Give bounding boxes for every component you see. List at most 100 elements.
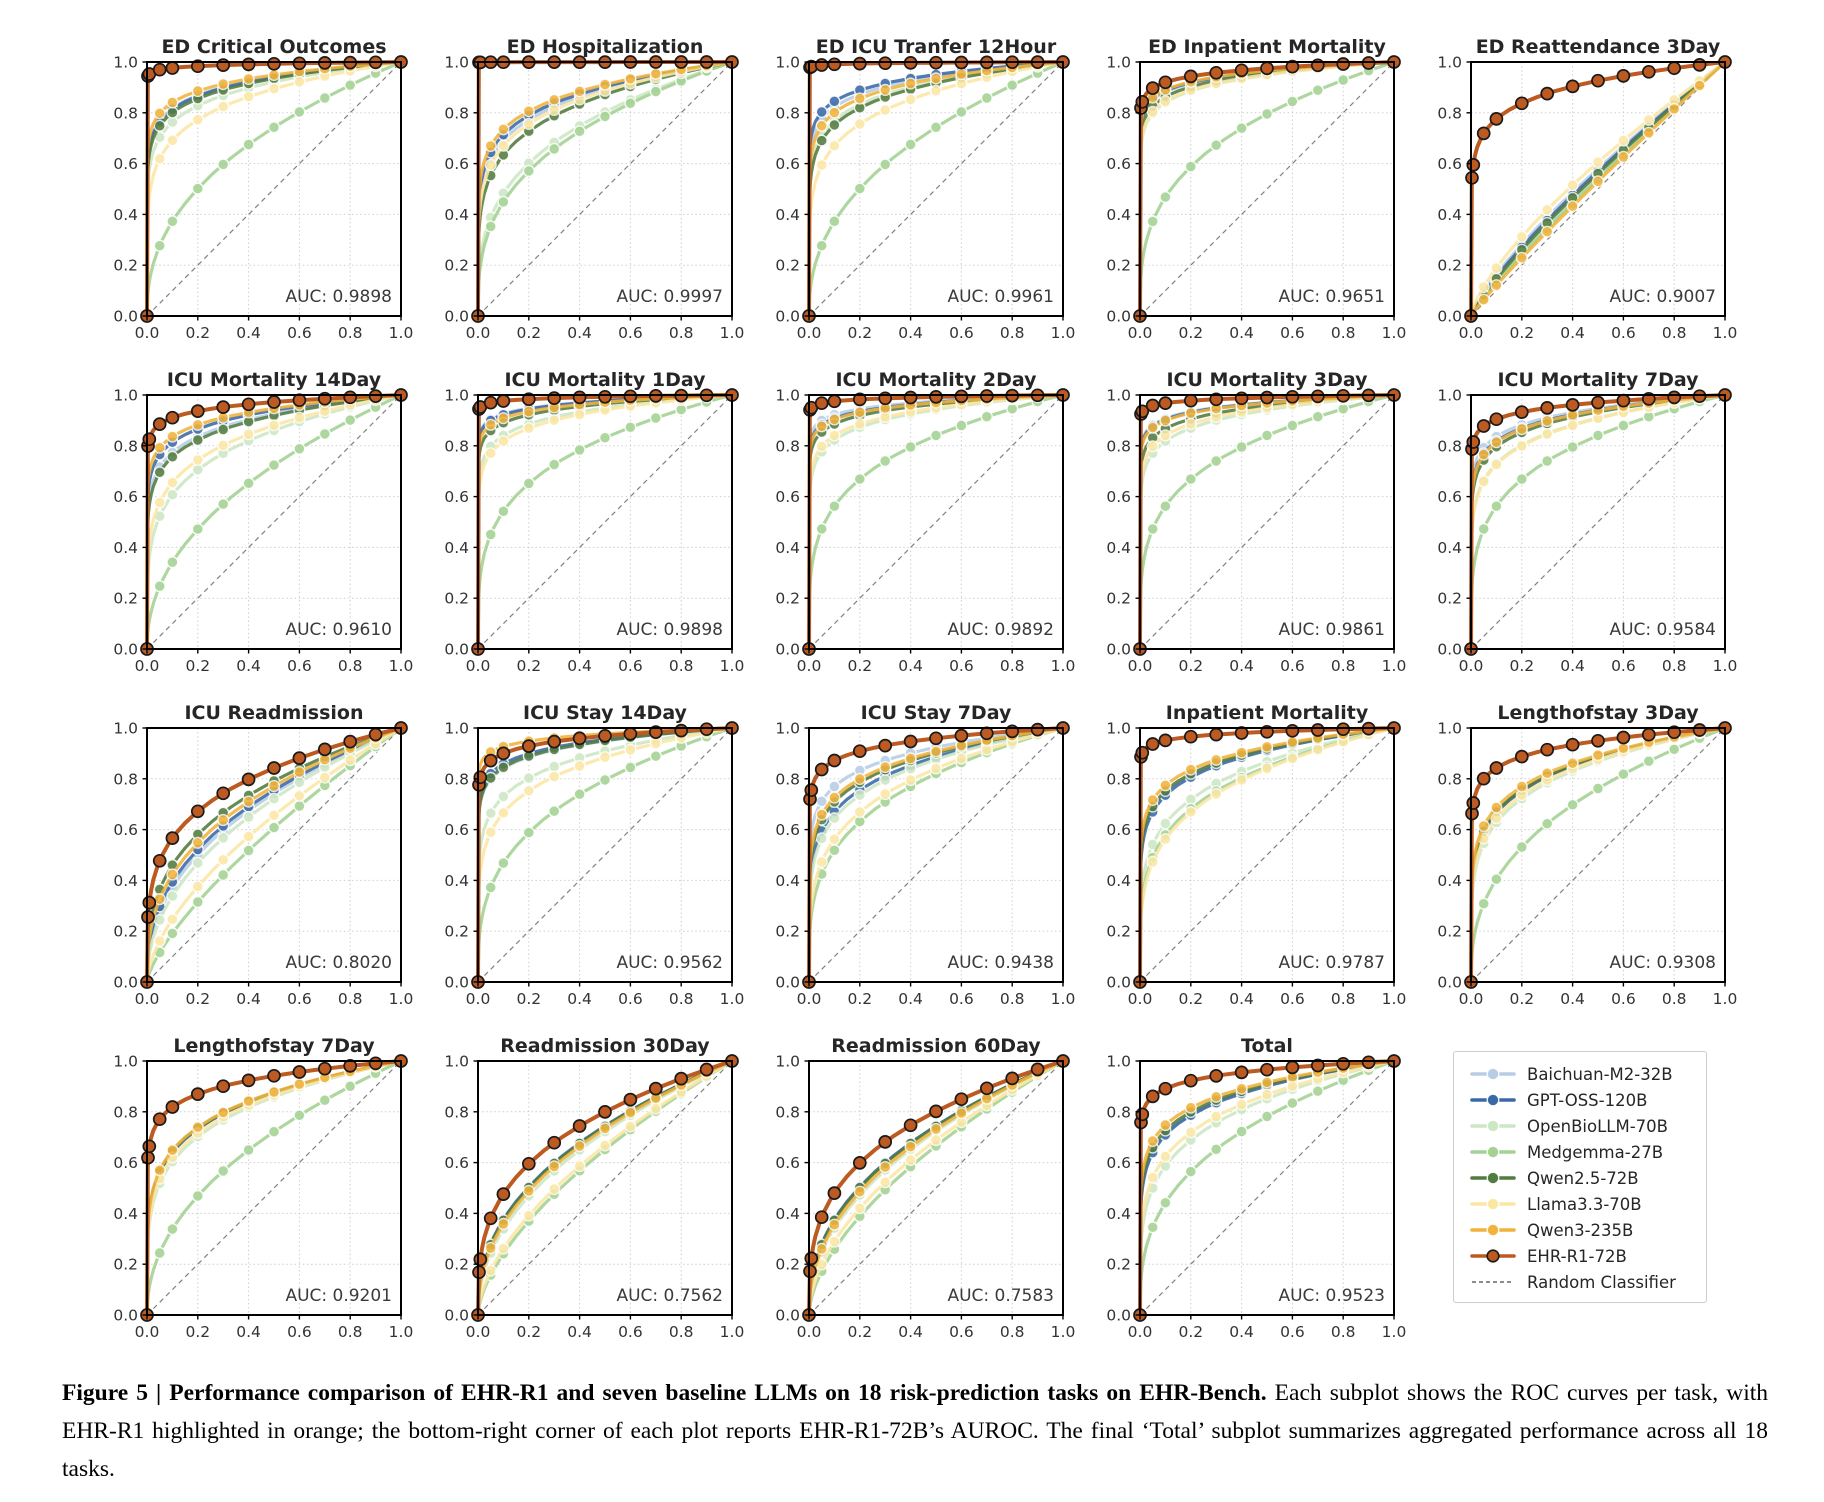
roc-marker	[166, 1223, 179, 1236]
roc-marker	[1616, 730, 1631, 745]
roc-marker	[1490, 436, 1503, 449]
auc-label: AUC: 0.7562	[616, 1286, 723, 1306]
roc-marker	[814, 762, 829, 777]
roc-marker	[598, 110, 612, 123]
roc-marker	[827, 753, 842, 768]
roc-marker	[852, 56, 867, 71]
roc-curve-llama3-3-70b	[140, 721, 408, 989]
x-tick-label: 0.8	[1331, 324, 1356, 342]
random-classifier-line	[146, 1060, 402, 1316]
roc-marker	[522, 105, 535, 118]
x-tick-label: 0.6	[618, 990, 643, 1008]
subplot-total: 0.0 0.0 0.2 0.2 0.4 0.4 0.6 0.6 0.8 0.8 1.0 1.0 Tota…	[1078, 1035, 1409, 1368]
axes-box	[808, 727, 1064, 983]
roc-marker	[1235, 1098, 1248, 1111]
y-tick-label: 0.0	[113, 1307, 138, 1325]
roc-marker	[165, 410, 180, 425]
roc-marker	[241, 57, 256, 72]
subplot-ed-critical-outcomes: 0.0 0.0 0.2 0.2 0.4 0.4 0.6 0.6 0.8 0.8 1.0 1.0 ED C…	[85, 36, 416, 369]
roc-line	[145, 393, 403, 651]
roc-marker	[191, 433, 204, 447]
roc-marker	[153, 496, 166, 509]
roc-marker	[1541, 767, 1554, 780]
x-tick-label: 0.2	[1178, 324, 1203, 342]
roc-marker	[624, 97, 637, 110]
roc-marker	[815, 832, 828, 845]
roc-marker	[191, 418, 204, 431]
roc-marker	[1146, 793, 1159, 807]
roc-line	[1469, 60, 1727, 318]
roc-marker	[827, 57, 842, 72]
y-tick-label: 0.8	[1437, 770, 1462, 788]
x-tick-label: 0.0	[797, 990, 822, 1008]
roc-marker	[1591, 429, 1605, 442]
roc-chart: 0.00.0 0.2 0.2 0.4 0.4 0.6 0.6 0.8 0.8 1.0 1.0 Inpa…	[1106, 702, 1407, 1008]
y-tick-label: 0.8	[775, 437, 800, 455]
roc-line	[1138, 726, 1396, 984]
roc-marker	[1591, 395, 1605, 410]
roc-marker	[1260, 61, 1274, 76]
roc-marker	[142, 895, 157, 910]
roc-marker	[1260, 1076, 1274, 1089]
roc-marker	[1145, 737, 1160, 751]
roc-marker	[1184, 417, 1197, 431]
roc-marker	[1540, 401, 1555, 415]
auc-label: AUC: 0.9438	[947, 953, 1054, 973]
x-tick-label: 0.6	[287, 324, 312, 342]
x-tick-label: 0.4	[236, 1323, 261, 1341]
roc-line	[1469, 60, 1727, 318]
roc-line	[1138, 60, 1396, 318]
roc-marker	[828, 780, 841, 793]
roc-marker	[1260, 429, 1274, 442]
figure-caption: Figure 5 | Performance comparison of EHR…	[62, 1374, 1768, 1488]
legend-marker	[1486, 1223, 1500, 1237]
legend-item-ehr-r1-72b: EHR-R1-72B	[1470, 1243, 1700, 1269]
roc-marker	[293, 411, 306, 424]
roc-marker	[903, 1118, 918, 1133]
roc-marker	[879, 83, 892, 97]
roc-marker	[904, 138, 917, 151]
axes-box	[1470, 61, 1726, 317]
axes-box	[146, 1060, 402, 1316]
roc-marker	[827, 394, 842, 409]
x-tick-label: 1.0	[1382, 990, 1407, 1008]
roc-line	[1469, 60, 1727, 318]
legend-swatch-qwen3-235b	[1470, 1223, 1516, 1237]
x-tick-label: 0.8	[1662, 657, 1687, 675]
roc-line	[476, 726, 734, 984]
roc-marker	[1260, 740, 1274, 753]
y-tick-label: 0.4	[775, 206, 800, 224]
roc-marker	[828, 812, 841, 825]
x-tick-label: 0.4	[567, 657, 592, 675]
roc-line	[476, 393, 734, 651]
legend-marker	[1486, 1171, 1500, 1185]
roc-marker	[242, 1143, 255, 1157]
y-tick-label: 0.8	[775, 1103, 800, 1121]
roc-marker	[1515, 780, 1528, 793]
roc-marker	[699, 722, 714, 737]
x-tick-label: 0.6	[1280, 1323, 1305, 1341]
roc-marker	[267, 809, 281, 822]
roc-marker	[292, 56, 307, 71]
roc-marker	[484, 528, 497, 541]
roc-marker	[241, 397, 256, 412]
roc-marker	[497, 139, 510, 152]
x-tick-label: 0.0	[1459, 990, 1484, 1008]
y-tick-label: 1.0	[1106, 720, 1131, 738]
roc-marker	[191, 113, 204, 126]
y-tick-label: 0.0	[1437, 641, 1462, 659]
legend-label: Random Classifier	[1527, 1272, 1676, 1292]
y-tick-label: 0.4	[775, 539, 800, 557]
roc-marker	[1566, 200, 1579, 213]
roc-line	[807, 393, 1065, 651]
roc-marker	[624, 1106, 637, 1119]
y-tick-label: 0.6	[1437, 821, 1462, 839]
roc-marker	[1235, 746, 1248, 759]
roc-marker	[573, 1139, 586, 1153]
roc-marker	[598, 773, 612, 787]
x-tick-label: 1.0	[1713, 990, 1738, 1008]
roc-marker	[1489, 412, 1504, 427]
roc-marker	[1184, 406, 1197, 420]
y-tick-label: 0.8	[1437, 437, 1462, 455]
roc-marker	[828, 429, 841, 442]
